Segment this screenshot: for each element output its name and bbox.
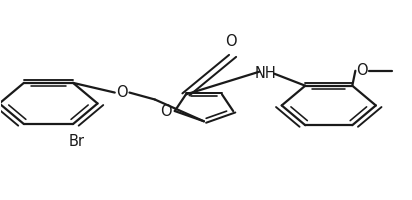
Text: Br: Br xyxy=(69,133,85,148)
Text: O: O xyxy=(356,63,368,78)
Text: O: O xyxy=(225,34,236,49)
Text: O: O xyxy=(116,85,128,100)
Text: O: O xyxy=(160,103,171,118)
Text: NH: NH xyxy=(255,66,276,81)
